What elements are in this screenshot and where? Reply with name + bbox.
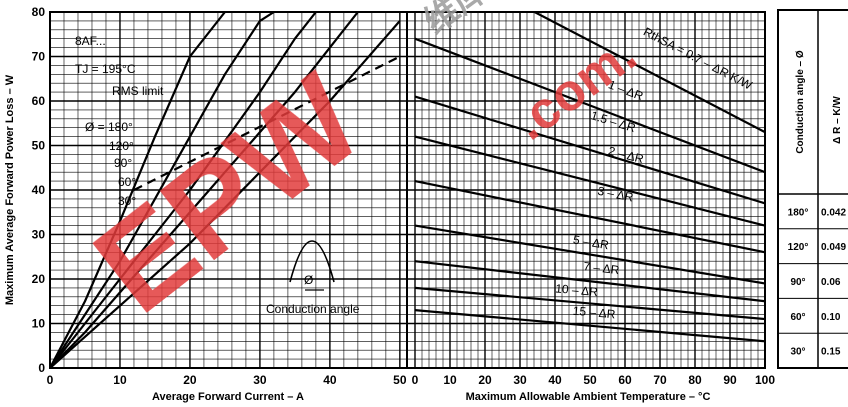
power-loss-curve bbox=[49, 11, 317, 369]
right-x-tick-label: 70 bbox=[653, 373, 667, 387]
table-cell-angle: 90° bbox=[790, 277, 805, 288]
left-y-tick-label: 40 bbox=[32, 183, 46, 197]
device-label: 8AF... bbox=[75, 34, 106, 48]
right-x-tick-label: 80 bbox=[688, 373, 702, 387]
angle-90-label: 90° bbox=[114, 156, 132, 170]
table-cell-angle: 30° bbox=[790, 347, 805, 358]
table-cell-delta-r: 0.15 bbox=[821, 347, 841, 358]
heatsink-line bbox=[532, 12, 765, 134]
left-y-tick-label: 20 bbox=[32, 272, 46, 286]
heatsink-line bbox=[414, 260, 765, 303]
right-x-tick-label: 100 bbox=[755, 373, 775, 387]
heatsink-label: RthSA = 0.7 – ΔR K/W bbox=[641, 24, 755, 92]
left-x-tick-label: 0 bbox=[47, 373, 54, 387]
heatsink-line bbox=[414, 309, 765, 343]
phi-small-label: Ø bbox=[304, 273, 313, 287]
left-x-tick-label: 40 bbox=[323, 373, 337, 387]
heatsink-label: 3 – ΔR bbox=[596, 184, 634, 205]
heatsink-label: 5 – ΔR bbox=[572, 233, 610, 253]
left-chart-curves bbox=[49, 11, 401, 369]
left-y-tick-label: 60 bbox=[32, 94, 46, 108]
heatsink-line bbox=[414, 95, 765, 205]
right-chart-frame bbox=[406, 11, 766, 369]
conduction-angle-label: Conduction angle bbox=[266, 302, 360, 316]
left-y-tick-label: 0 bbox=[38, 361, 45, 375]
table-cell-angle: 180° bbox=[788, 207, 809, 218]
table-rows: 180° 0.042 120° 0.049 90° 0.06 60° 0.10 30° 0.15 bbox=[778, 207, 848, 358]
right-x-tick-label: 10 bbox=[443, 373, 457, 387]
left-y-tick-label: 80 bbox=[32, 5, 46, 19]
power-loss-curve bbox=[49, 20, 401, 369]
heatsink-label: 15 – ΔR bbox=[572, 304, 616, 322]
right-x-tick-label: 60 bbox=[618, 373, 632, 387]
right-x-tick-label: 20 bbox=[478, 373, 492, 387]
power-loss-curve bbox=[49, 11, 226, 369]
left-x-tick-label: 10 bbox=[113, 373, 127, 387]
power-loss-curve bbox=[49, 11, 275, 369]
conduction-pulse bbox=[289, 240, 335, 283]
angle-60-label: 60° bbox=[118, 175, 136, 189]
rms-limit-label: RMS limit bbox=[112, 84, 164, 98]
delta-r-table: Conduction angle – Ø Δ R – K/W 180° 0.042… bbox=[777, 9, 848, 369]
heatsink-line bbox=[414, 286, 765, 321]
angle-30-label: 30° bbox=[118, 194, 136, 208]
power-loss-curve bbox=[49, 11, 359, 369]
left-y-tick-label: 30 bbox=[32, 228, 46, 242]
table-header-angle: Conduction angle – Ø bbox=[795, 50, 806, 154]
right-x-tick-label: 0 bbox=[412, 373, 419, 387]
right-x-axis-label: Maximum Allowable Ambient Temperature – … bbox=[466, 391, 711, 403]
table-cell-delta-r: 0.06 bbox=[821, 277, 841, 288]
heatsink-line bbox=[414, 37, 765, 174]
left-x-tick-label: 20 bbox=[183, 373, 197, 387]
right-chart-curves bbox=[414, 12, 765, 343]
left-y-tick-label: 50 bbox=[32, 139, 46, 153]
heatsink-label: 1.5 – ΔR bbox=[589, 108, 637, 135]
left-y-axis-label: Maximum Average Forward Power Loss – W bbox=[4, 74, 16, 305]
left-x-tick-label: 30 bbox=[253, 373, 267, 387]
table-header-delta-r: Δ R – K/W bbox=[832, 96, 843, 144]
heatsink-line bbox=[414, 180, 765, 254]
left-y-tick-label: 10 bbox=[32, 317, 46, 331]
right-x-tick-label: 30 bbox=[513, 373, 527, 387]
rms-limit-line bbox=[133, 55, 401, 191]
heatsink-line bbox=[414, 224, 765, 285]
heatsink-line bbox=[414, 135, 765, 227]
right-x-tick-label: 40 bbox=[548, 373, 562, 387]
phi-180-label: Ø = 180° bbox=[85, 120, 133, 134]
heatsink-label: 10 – ΔR bbox=[555, 281, 599, 299]
table-cell-angle: 60° bbox=[790, 312, 805, 323]
table-cell-delta-r: 0.042 bbox=[821, 207, 846, 218]
heatsink-label: 7 – ΔR bbox=[583, 259, 621, 277]
table-cell-delta-r: 0.10 bbox=[821, 312, 841, 323]
left-x-axis-label: Average Forward Current – A bbox=[152, 391, 304, 403]
left-x-tick-label: 50 bbox=[393, 373, 407, 387]
angle-120-label: 120° bbox=[109, 139, 134, 153]
table-cell-delta-r: 0.049 bbox=[821, 242, 846, 253]
right-x-tick-label: 90 bbox=[723, 373, 737, 387]
tj-label: TJ = 195°C bbox=[75, 62, 136, 76]
table-cell-angle: 120° bbox=[788, 242, 809, 253]
left-y-tick-label: 70 bbox=[32, 50, 46, 64]
heatsink-label: 2 – ΔR bbox=[607, 144, 646, 167]
right-x-tick-label: 50 bbox=[583, 373, 597, 387]
